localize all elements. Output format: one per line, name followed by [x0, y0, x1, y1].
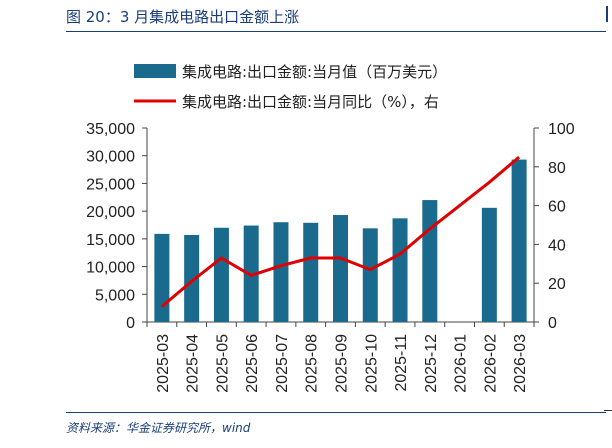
x-axis-tick-label: 2025-03	[155, 334, 172, 393]
left-axis-tick-label: 0	[126, 315, 135, 332]
x-axis-tick-label: 2026-03	[512, 334, 529, 393]
bar-2025-07	[273, 222, 289, 322]
bar-2025-04	[184, 234, 200, 322]
bar-2025-05	[213, 227, 229, 322]
left-axis-tick-label: 35,000	[86, 121, 135, 138]
x-axis-tick-label: 2025-05	[214, 334, 231, 393]
x-axis-tick-label: 2026-01	[453, 334, 470, 393]
bar-2025-10	[362, 228, 378, 322]
x-axis-tick-label: 2025-11	[393, 334, 410, 392]
adjacent-figure-edge-tick	[604, 410, 612, 411]
right-axis-tick-label: 0	[548, 315, 557, 332]
bar-2025-03	[154, 233, 170, 322]
bar-2025-11	[392, 218, 408, 322]
left-axis-tick-label: 10,000	[86, 260, 135, 277]
left-axis-ticks: 0 5,000 10,000 15,000 20,000 25,000 30,000 35,0…	[86, 121, 147, 332]
figure-title: 图 20：3 月集成电路出口金额上涨	[66, 8, 300, 26]
x-axis-tick-label: 2025-06	[244, 334, 261, 393]
legend-swatch-bar	[134, 64, 176, 78]
bar-2025-12	[422, 200, 438, 322]
x-axis-tick-label: 2025-12	[423, 334, 440, 393]
title-divider	[66, 31, 606, 32]
legend-label-bar: 集成电路:出口金额:当月值（百万美元）	[182, 63, 447, 81]
plot-area: 0 5,000 10,000 15,000 20,000 25,000 30,000 35,0…	[86, 121, 575, 393]
left-axis-tick-label: 20,000	[86, 204, 135, 221]
right-axis-tick-label: 60	[548, 199, 566, 216]
bar-2026-02	[481, 207, 497, 322]
left-axis-tick-label: 30,000	[86, 149, 135, 166]
line-series	[160, 155, 521, 308]
bar-2026-03	[511, 159, 527, 322]
x-axis-tick-label: 2026-02	[482, 334, 499, 393]
right-axis-tick-label: 40	[548, 237, 566, 254]
left-axis-tick-label: 5,000	[95, 287, 135, 304]
source-divider	[66, 412, 606, 413]
bar-series	[154, 159, 527, 322]
left-axis-tick-label: 25,000	[86, 176, 135, 193]
x-axis-tick-label: 2025-04	[185, 334, 202, 393]
right-axis-ticks: 0 20 40 60 80 100	[534, 121, 575, 332]
legend-label-line: 集成电路:出口金额:当月同比（%），右	[182, 93, 439, 111]
x-axis-tick-labels: 2025-03 2025-04 2025-05 2025-06 2025-07 2025-…	[146, 322, 535, 393]
adjacent-figure-edge	[606, 6, 608, 22]
legend: 集成电路:出口金额:当月值（百万美元） 集成电路:出口金额:当月同比（%），右	[134, 63, 447, 111]
x-axis-tick-label: 2025-10	[363, 334, 380, 393]
x-axis-tick-label: 2025-09	[334, 334, 351, 393]
right-axis-tick-label: 100	[548, 121, 575, 138]
source-note: 资料来源：华金证券研究所，wind	[66, 421, 251, 435]
bar-2025-09	[333, 215, 348, 322]
left-axis-tick-label: 15,000	[86, 232, 135, 249]
right-axis-tick-label: 80	[548, 160, 566, 177]
x-axis-tick-label: 2025-08	[304, 334, 321, 393]
right-axis-tick-label: 20	[548, 276, 566, 293]
x-axis-tick-label: 2025-07	[274, 334, 291, 393]
bar-2025-08	[303, 222, 319, 322]
chart: 集成电路:出口金额:当月值（百万美元） 集成电路:出口金额:当月同比（%），右 …	[86, 63, 575, 393]
